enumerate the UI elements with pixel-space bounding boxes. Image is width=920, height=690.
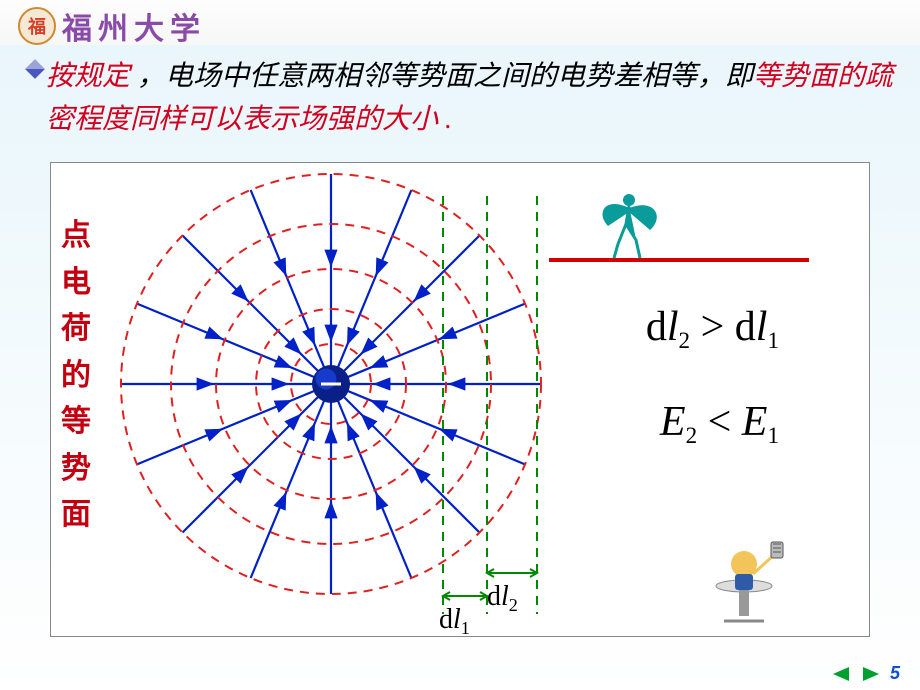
equation-e: E2 < E1	[660, 398, 779, 449]
nav-controls: 5	[830, 663, 900, 684]
dl2-label: dl2	[487, 581, 518, 616]
logo-char: 福	[28, 13, 46, 39]
balance-beam	[549, 258, 809, 262]
logo-badge: 福	[18, 7, 56, 45]
field-diagram	[111, 169, 531, 629]
intro-seg-black: ，电场中任意两相邻等势面之间的电势差相等，即	[130, 61, 753, 92]
university-logo: 福 福州大学	[18, 4, 206, 48]
page-number: 5	[890, 663, 900, 684]
logo-text: 福州大学	[62, 4, 206, 48]
prev-button[interactable]	[830, 665, 852, 683]
vertical-caption: 点电荷的等势面	[61, 213, 91, 539]
next-button[interactable]	[860, 665, 882, 683]
cartoon-clipart	[699, 536, 789, 626]
intro-seg-red-1: 按规定	[46, 61, 130, 92]
dancer-clipart	[594, 188, 664, 258]
intro-paragraph: 按规定 ，电场中任意两相邻等势面之间的电势差相等，即等势面的疏密程度同样可以表示…	[46, 55, 896, 142]
equation-dl: dl2 > dl1	[646, 303, 779, 354]
dl1-label: dl1	[439, 604, 470, 639]
diagram-panel: 点电荷的等势面 dl1 dl2 dl2 > dl1 E2 < E1	[50, 162, 870, 637]
